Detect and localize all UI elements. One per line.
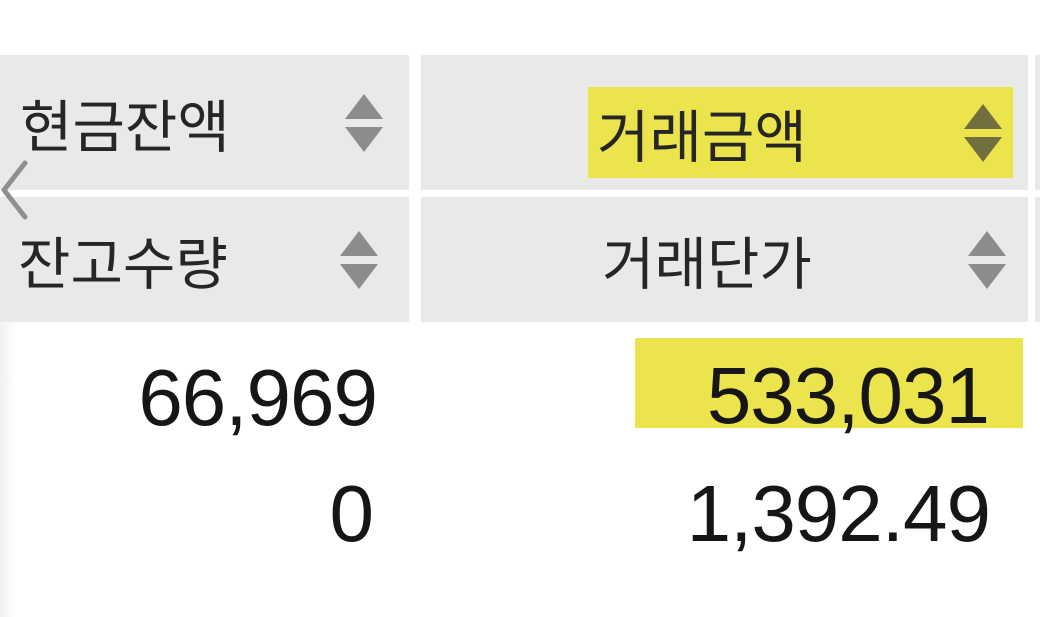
value-cash-balance: 66,969 [138,353,378,442]
value-holding-quantity: 0 [329,469,374,558]
header-cell-trade-amount[interactable]: 거래금액 [421,55,1028,190]
value-trade-amount: 533,031 [706,351,990,440]
header-cell-partial [1035,55,1040,190]
header-cell-trade-unit-price[interactable]: 거래단가 [421,197,1028,322]
sort-arrows-icon[interactable] [964,103,1002,162]
value-trade-amount-highlight: 533,031 [635,338,1023,436]
sort-arrows-icon[interactable] [340,230,378,289]
sort-arrows-icon[interactable] [345,93,383,152]
sort-arrows-icon[interactable] [968,230,1006,289]
header-label-trade-amount: 거래금액 [597,105,807,170]
left-edge-shadow [0,322,16,617]
header-cell-partial [1035,197,1040,322]
highlight-box: 거래금액 [588,87,1013,178]
header-label-trade-unit-price: 거래단가 [602,232,812,297]
chevron-left-icon[interactable] [0,160,28,220]
header-label-cash-balance: 현금잔액 [20,95,230,160]
header-label-holding-quantity: 잔고수량 [18,232,228,297]
value-trade-unit-price: 1,392.49 [686,469,991,558]
header-cell-holding-quantity[interactable]: 잔고수량 [0,197,409,322]
header-cell-cash-balance[interactable]: 현금잔액 [0,55,409,190]
